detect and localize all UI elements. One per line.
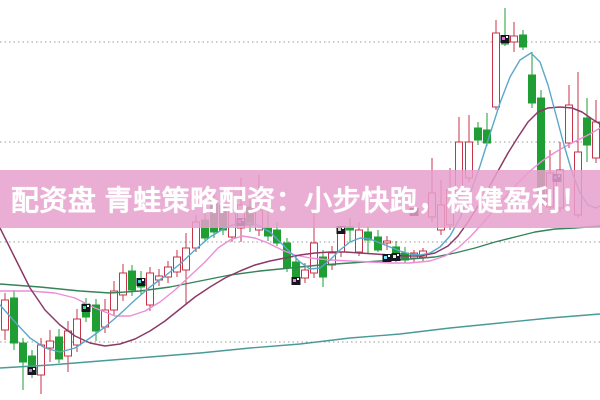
candlestick-chart-canvas [0, 8, 600, 394]
kline-chart-screenshot: 配资盘 青蛙策略配资：小步快跑，稳健盈利！ [0, 8, 600, 394]
